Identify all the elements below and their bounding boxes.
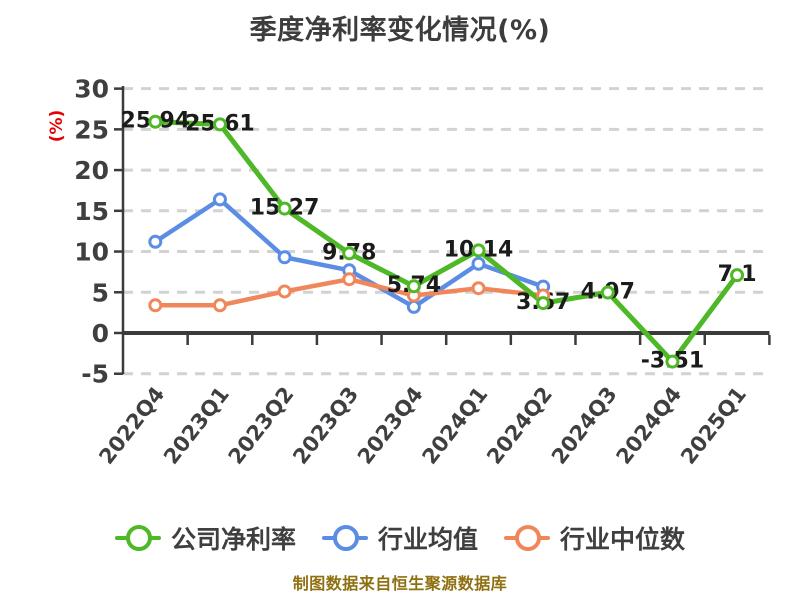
legend-item-industry-median[interactable]: 行业中位数 [504, 520, 685, 556]
x-axis-label: 2023Q2 [224, 382, 299, 468]
y-axis-tick-label: 25 [74, 115, 109, 144]
y-axis-tick-label: -5 [81, 360, 109, 389]
legend-marker [321, 524, 368, 552]
x-axis-label: 2024Q2 [482, 382, 557, 468]
x-axis-label: 2023Q4 [353, 382, 428, 468]
data-point-marker [471, 243, 486, 258]
x-axis-label: 2024Q4 [611, 382, 686, 468]
series-line [152, 119, 740, 365]
data-point-marker [148, 114, 163, 129]
x-axis-label: 2025Q1 [676, 382, 751, 468]
data-point-marker [277, 250, 292, 265]
data-source-note: 制图数据来自恒生聚源数据库 [292, 574, 508, 593]
data-point-marker [342, 272, 357, 287]
data-point-marker [471, 281, 486, 296]
y-axis-tick-label: 5 [92, 278, 109, 307]
legend-item-industry-average[interactable]: 行业均值 [321, 520, 478, 556]
y-axis-tick-label: 15 [74, 197, 109, 226]
x-axis-label: 2024Q3 [547, 382, 622, 468]
data-point-marker [471, 256, 486, 271]
circle-marker-icon [515, 525, 541, 551]
y-axis-tick-label: 20 [74, 156, 109, 185]
x-axis-label: 2023Q1 [159, 382, 234, 468]
data-point-marker [148, 298, 163, 313]
data-point-marker [342, 246, 357, 261]
x-axis-label: 2022Q4 [94, 382, 169, 468]
y-axis-tick-label: 10 [74, 238, 109, 267]
legend-label: 行业中位数 [560, 525, 686, 554]
data-point-marker [406, 299, 421, 314]
data-point-marker [148, 234, 163, 249]
data-point-marker [277, 284, 292, 299]
data-point-marker [665, 354, 680, 369]
data-point-marker [212, 298, 227, 313]
legend-item-company-net-margin[interactable]: 公司净利率 [114, 520, 296, 556]
data-point-marker [277, 201, 292, 216]
data-point-marker [536, 296, 551, 311]
legend-label: 公司净利率 [170, 525, 296, 554]
data-point-marker [730, 268, 745, 283]
y-axis-tick-label: 0 [92, 319, 109, 348]
data-point-marker [600, 285, 615, 300]
y-axis-tick-label: 30 [74, 75, 109, 104]
circle-marker-icon [332, 525, 359, 551]
legend-marker [504, 524, 550, 552]
data-point-marker [212, 117, 227, 132]
legend-marker [114, 524, 161, 552]
legend-label: 行业均值 [377, 525, 478, 554]
legend: 公司净利率 行业均值 行业中位数 [0, 520, 800, 556]
circle-marker-icon [125, 525, 152, 551]
chart-title: 季度净利率变化情况(%) [249, 15, 551, 46]
x-axis-label: 2024Q1 [418, 382, 493, 468]
data-point-marker [406, 279, 421, 294]
x-axis-label: 2023Q3 [288, 382, 363, 468]
data-point-marker [212, 192, 227, 207]
